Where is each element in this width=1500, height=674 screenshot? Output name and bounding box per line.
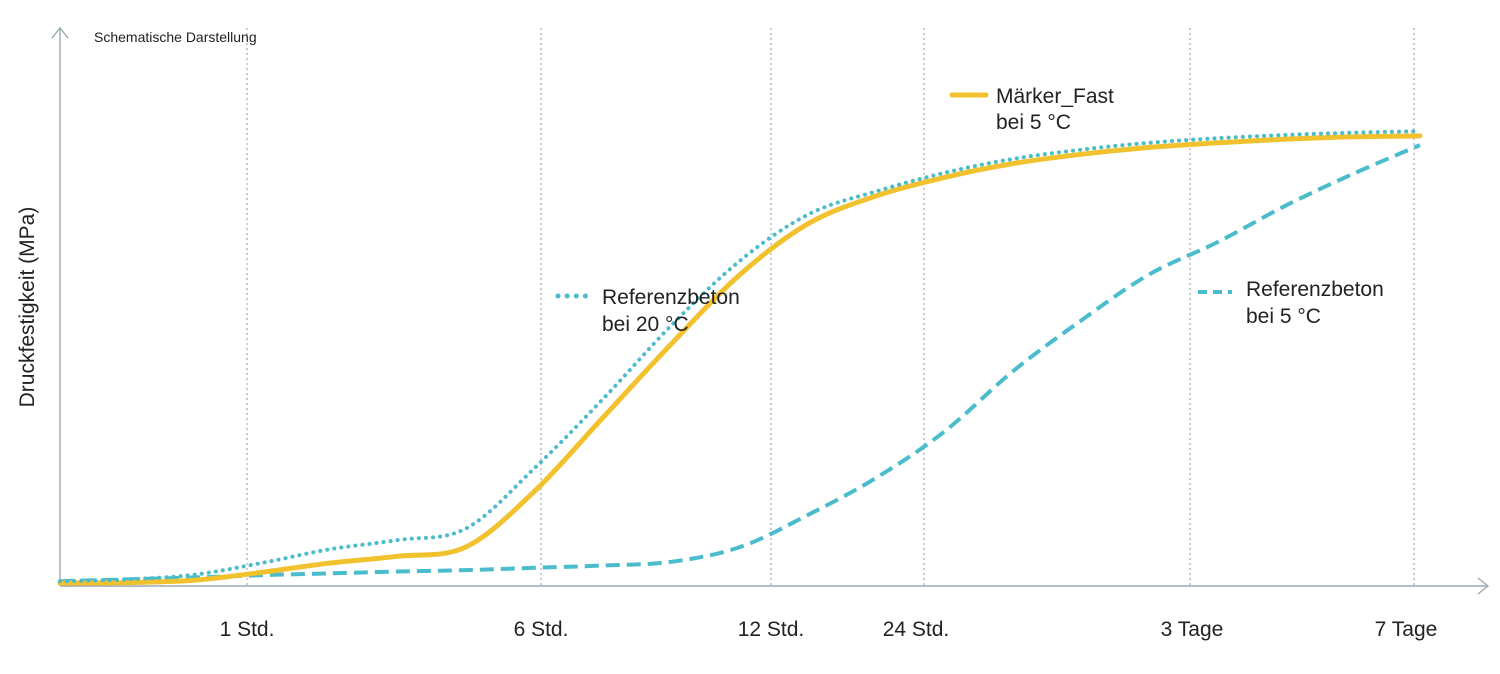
y-axis-label: Druckfestigkeit (MPa) (16, 207, 39, 408)
series-line-referenzbeton-5c (59, 143, 1421, 584)
x-tick-label: 7 Tage (1375, 618, 1438, 641)
x-tick-labels: 1 Std. 6 Std. 12 Std. 24 Std. 3 Tage 7 Tage (220, 618, 1438, 641)
legend-label-maerker-fast-2: bei 5 °C (996, 111, 1071, 134)
x-tick-label: 1 Std. (220, 618, 275, 641)
legend-referenz-5: Referenzbeton bei 5 °C (1198, 278, 1384, 328)
x-tick-label: 6 Std. (514, 618, 569, 641)
series-lines (57, 129, 1423, 586)
legend-maerker-fast: Märker_Fast bei 5 °C (949, 85, 1114, 134)
x-tick-label: 3 Tage (1161, 618, 1224, 641)
x-tick-label: 24 Std. (883, 618, 950, 641)
legend-referenz-20: Referenzbeton bei 20 °C (555, 286, 740, 336)
legend-label-referenz-5-1: Referenzbeton (1246, 278, 1384, 301)
x-axis-arrow-icon (1477, 577, 1490, 595)
y-axis-arrow-icon (51, 26, 69, 39)
chart-note: Schematische Darstellung (94, 29, 257, 45)
series-line-referenzbeton-20c (58, 129, 1422, 584)
grid-lines (246, 28, 1415, 586)
legend-label-maerker-fast-1: Märker_Fast (996, 85, 1114, 108)
x-tick-label: 12 Std. (738, 618, 805, 641)
legend-label-referenz-5-2: bei 5 °C (1246, 305, 1321, 328)
series-line-maerker-fast-5c (57, 133, 1423, 586)
legend-label-referenz-20-1: Referenzbeton (602, 286, 740, 309)
legend-label-referenz-20-2: bei 20 °C (602, 313, 689, 336)
